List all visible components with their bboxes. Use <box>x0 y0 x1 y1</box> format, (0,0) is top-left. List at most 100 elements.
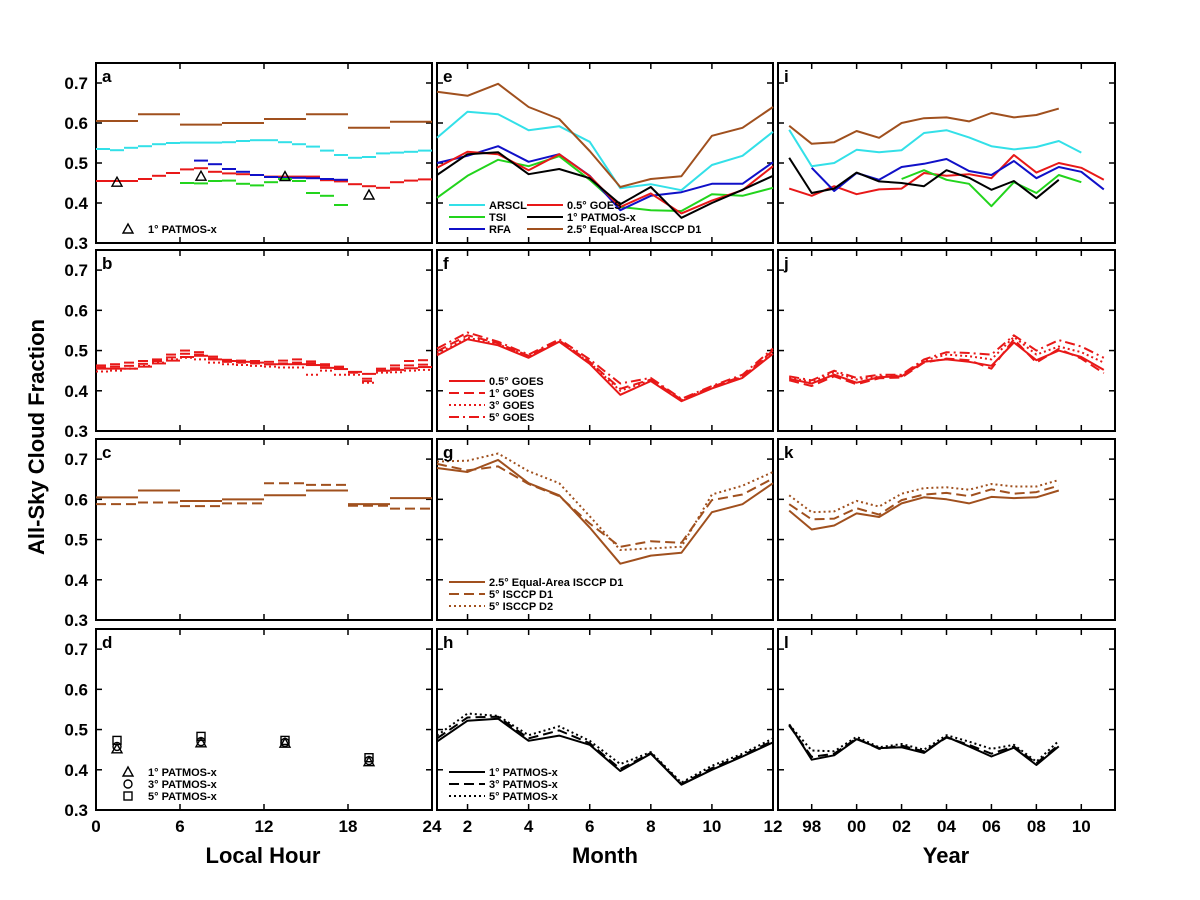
panel-l: 98 00 02 04 06 08 10 l <box>777 628 1116 836</box>
x-tick-label: 6 <box>175 817 184 836</box>
x-tick-label: 0 <box>91 817 100 836</box>
x-tick-label: 00 <box>847 817 866 836</box>
series-line <box>788 489 1060 531</box>
y-tick-label: 0.4 <box>64 761 88 780</box>
data-point <box>364 753 374 763</box>
series-line <box>788 129 1082 168</box>
panel-frame <box>777 62 1116 244</box>
y-tick-label: 0.7 <box>64 450 88 469</box>
series-line <box>436 331 774 400</box>
x-tick-label: 12 <box>764 817 783 836</box>
x-tick-label: 6 <box>585 817 594 836</box>
legend-label: 1° PATMOS-x <box>489 767 559 779</box>
panel-letter: g <box>443 443 453 462</box>
data-point <box>194 169 208 181</box>
legend-label: 1° PATMOS-x <box>567 212 637 224</box>
y-tick-label: 0.7 <box>64 261 88 280</box>
data-point <box>112 735 122 746</box>
legend: 1° PATMOS-x3° PATMOS-x5° PATMOS-x <box>121 765 218 803</box>
x-tick-label: 08 <box>1027 817 1046 836</box>
legend-label: ARSCL <box>489 200 527 212</box>
x-tick-label: 2 <box>463 817 472 836</box>
data-point <box>280 735 290 746</box>
series-line <box>436 338 774 403</box>
panel-b: 0.3 0.4 0.5 0.6 0.7 b <box>64 249 433 441</box>
panel-frame <box>777 628 1116 811</box>
legend-label: 5° PATMOS-x <box>489 791 559 803</box>
series-line <box>788 724 1060 763</box>
panel-letter: j <box>783 254 789 273</box>
panel-letter: d <box>102 633 112 652</box>
series-line <box>436 458 774 565</box>
y-tick-label: 0.6 <box>64 301 88 320</box>
data-point <box>362 188 376 200</box>
panel-d: 0.3 0.4 0.5 0.6 0.7 0 6 12 18 24 d 1° PATMOS-x3° PA… <box>64 628 442 836</box>
panel-letter: i <box>784 67 789 86</box>
x-tick-label: 8 <box>646 817 655 836</box>
legend-label: 1° PATMOS-x <box>148 767 218 779</box>
legend: 2.5° Equal-Area ISCCP D15° ISCCP D15° IS… <box>449 577 623 613</box>
legend-label: 3° PATMOS-x <box>489 779 559 791</box>
x-tick-label: 24 <box>423 817 442 836</box>
y-tick-label: 0.5 <box>64 342 88 361</box>
data-point <box>110 742 124 754</box>
y-tick-label: 0.6 <box>64 680 88 699</box>
legend-label: 0.5° GOES <box>567 200 622 212</box>
y-tick-label: 0.5 <box>64 154 88 173</box>
panel-j: j <box>777 249 1116 432</box>
series-line <box>788 724 1060 765</box>
legend-label: 2.5° Equal-Area ISCCP D1 <box>567 224 701 236</box>
panel-letter: a <box>102 67 112 86</box>
data-point <box>278 170 292 182</box>
y-tick-label: 0.4 <box>64 382 88 401</box>
panel-letter: e <box>443 67 452 86</box>
legend: 1° PATMOS-x <box>121 222 218 236</box>
panel-frame <box>95 438 433 621</box>
y-tick-label: 0.5 <box>64 721 88 740</box>
x-tick-label: 04 <box>937 817 956 836</box>
x-tick-label: 10 <box>1072 817 1091 836</box>
series-line <box>789 335 1105 383</box>
x-tick-label: 02 <box>892 817 911 836</box>
y-tick-label: 0.7 <box>64 74 88 93</box>
series-line <box>788 338 1105 387</box>
legend-label: 2.5° Equal-Area ISCCP D1 <box>489 577 623 589</box>
x-axis-title-hour: Local Hour <box>206 843 321 868</box>
series-line <box>788 723 1060 766</box>
legend-label: 5° ISCCP D1 <box>489 589 553 601</box>
legend-marker <box>123 779 133 789</box>
panel-g: g 2.5° Equal-Area ISCCP D15° ISCCP D15° I… <box>436 438 774 621</box>
y-tick-label: 0.6 <box>64 114 88 133</box>
data-point <box>110 175 124 187</box>
legend-marker <box>121 765 135 777</box>
y-tick-label: 0.3 <box>64 801 88 820</box>
panel-frame <box>95 249 433 432</box>
panel-letter: b <box>102 254 112 273</box>
series-line <box>788 484 1060 521</box>
legend-label: 1° PATMOS-x <box>148 224 218 236</box>
y-tick-label: 0.3 <box>64 234 88 253</box>
panels-group: 0.30.40.50.60.7 a1° PATMOS-x0.30.40.50.60… <box>64 62 1116 836</box>
legend-label: 5° GOES <box>489 412 534 424</box>
series-line <box>789 334 1105 382</box>
series-line <box>788 157 1060 200</box>
y-tick-label: 0.3 <box>64 422 88 441</box>
legend-marker <box>123 791 133 801</box>
legend-label: 0.5° GOES <box>489 376 544 388</box>
legend-label: TSI <box>489 212 506 224</box>
series-line <box>788 107 1060 145</box>
panel-letter: c <box>102 443 111 462</box>
data-point <box>278 736 292 748</box>
series-line <box>436 151 774 219</box>
x-tick-label: 10 <box>702 817 721 836</box>
panel-i: i <box>777 62 1116 244</box>
panel-c: 0.3 0.4 0.5 0.6 0.7 c <box>64 438 433 630</box>
x-tick-label: 06 <box>982 817 1001 836</box>
panel-frame <box>777 438 1116 621</box>
panel-letter: f <box>443 254 449 273</box>
y-tick-label: 0.3 <box>64 611 88 630</box>
series-line <box>788 479 1060 514</box>
